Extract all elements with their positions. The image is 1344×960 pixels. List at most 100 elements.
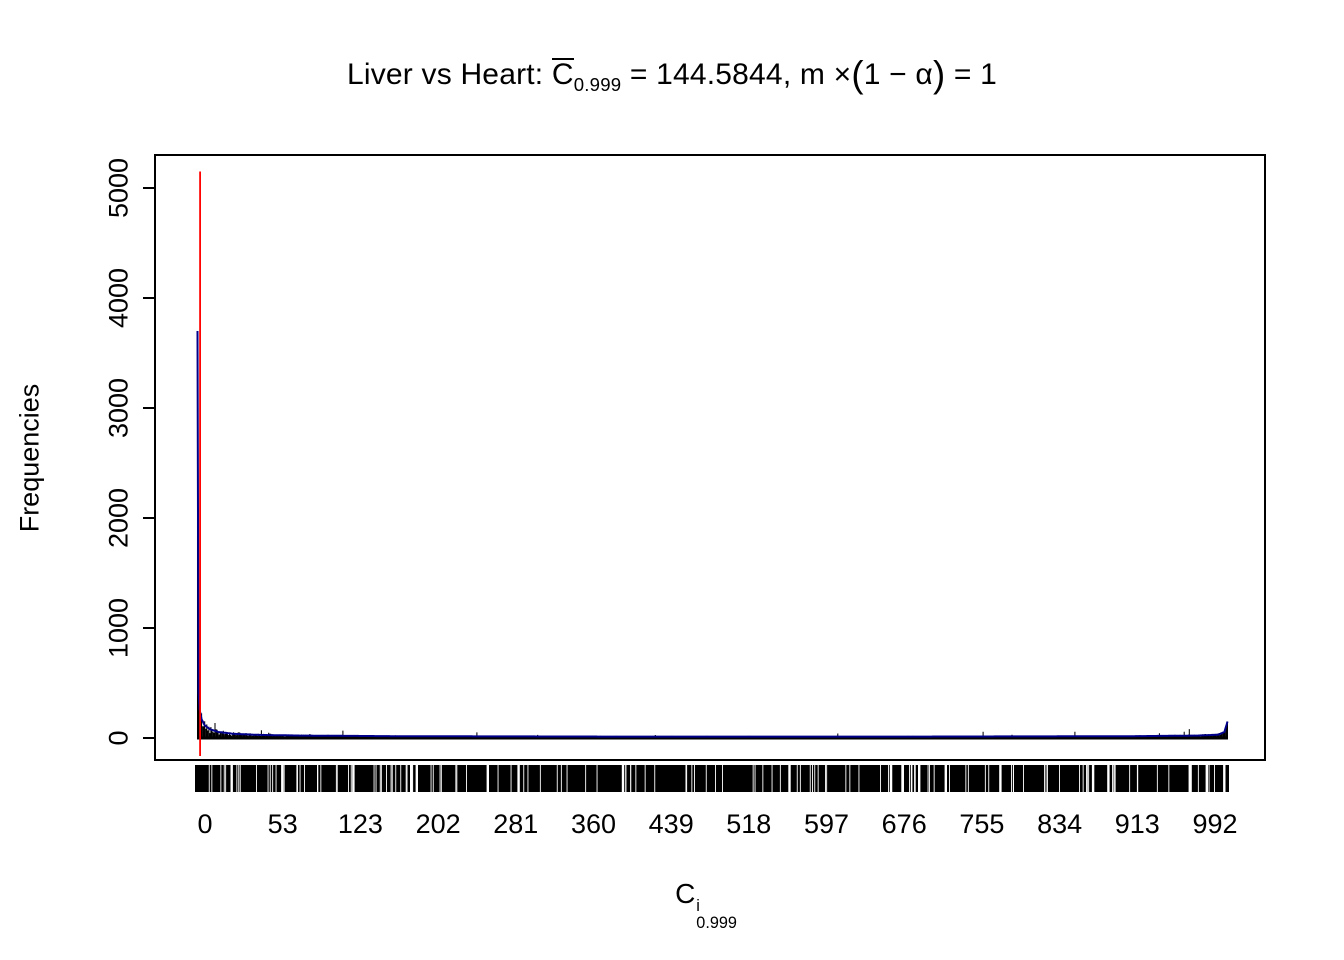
rug-gap: [238, 765, 240, 792]
rug-gap: [1137, 765, 1139, 792]
rug-gap: [1156, 765, 1158, 792]
rug-gap: [585, 765, 587, 792]
rug-gap: [317, 765, 318, 792]
rug-gap: [796, 765, 798, 792]
histogram-bars: [196, 331, 1229, 738]
rug-gap: [1223, 765, 1226, 792]
x-tick-label: 360: [571, 809, 616, 839]
rug-gap: [630, 765, 632, 792]
rug-gap: [517, 765, 520, 792]
rug-gap: [456, 765, 458, 792]
rug-gap: [722, 765, 723, 792]
rug-gap: [654, 765, 656, 792]
y-tick-label: 1000: [103, 598, 133, 658]
rug-gap: [432, 765, 434, 792]
rug-gap: [910, 765, 912, 792]
rug-gap: [510, 765, 512, 792]
rug-gap: [686, 765, 688, 792]
rug-gap: [888, 765, 889, 792]
rug-gap: [223, 765, 225, 792]
rug-gap: [380, 765, 382, 792]
rug-gap: [901, 765, 904, 792]
rug-gap: [256, 765, 257, 792]
rug-gap: [705, 765, 707, 792]
rug-band: [195, 765, 1229, 792]
rug-gap: [999, 765, 1002, 792]
x-tick-label: 0: [197, 809, 212, 839]
rug-gap: [208, 765, 210, 792]
rug-gap: [466, 765, 467, 792]
y-tick-label: 0: [103, 730, 133, 745]
rug-gap: [406, 765, 408, 792]
rug-gap: [281, 765, 284, 792]
rug-gap: [752, 765, 754, 792]
rug-gap: [560, 765, 562, 792]
rug-gap: [486, 765, 489, 792]
rug-gap: [225, 765, 227, 792]
rug-gap: [1045, 765, 1047, 792]
rug-gap: [825, 765, 826, 792]
rug-gap: [415, 765, 418, 792]
rug-gap: [335, 765, 337, 792]
rug-gap: [914, 765, 916, 792]
rug-gap: [348, 765, 349, 792]
x-tick-label: 518: [726, 809, 771, 839]
rug-gap: [918, 765, 921, 792]
rug-gap: [988, 765, 990, 792]
rug-gap: [715, 765, 716, 792]
x-tick-label: 755: [959, 809, 1004, 839]
rug-gap: [352, 765, 355, 792]
y-tick-label: 5000: [103, 158, 133, 218]
rug-gap: [1012, 765, 1014, 792]
rug-gap: [275, 765, 277, 792]
rug-gap: [539, 765, 541, 792]
rug-gap: [1189, 765, 1192, 792]
rug-gap: [799, 765, 801, 792]
rug-gap: [625, 765, 627, 792]
rug-gap: [272, 765, 274, 792]
x-tick-label: 834: [1037, 809, 1082, 839]
rug-gap: [1011, 765, 1012, 792]
rug-gap: [497, 765, 499, 792]
rug-gap: [1197, 765, 1199, 792]
x-title-superscript: i: [696, 897, 700, 916]
rug-gap: [933, 765, 935, 792]
rug-gap: [849, 765, 851, 792]
rug-gap: [1088, 765, 1090, 792]
rug-gap: [395, 765, 397, 792]
rug-gap: [779, 765, 781, 792]
rug-gap: [350, 765, 352, 792]
cbar-subscript: 0.999: [573, 74, 622, 96]
x-tick-label: 123: [338, 809, 383, 839]
rug-gap: [754, 765, 756, 792]
x-title-script-stack: i 0.999: [696, 898, 737, 932]
rug-gap: [283, 765, 285, 792]
rug-gap: [967, 765, 969, 792]
rug-gap: [691, 765, 693, 792]
rug-gap: [826, 765, 828, 792]
rug-gap: [1205, 765, 1208, 792]
rug-gap: [379, 765, 381, 792]
rug-gap: [965, 765, 967, 792]
rug-gap: [269, 765, 271, 792]
rug-gap: [845, 765, 847, 792]
x-tick-label: 992: [1192, 809, 1237, 839]
x-title-base: C: [675, 878, 696, 909]
title-part4: = 1: [945, 58, 998, 92]
rug-gap: [455, 765, 457, 792]
rug-gap: [320, 765, 322, 792]
rug-gap: [375, 765, 377, 792]
rug-gap: [1113, 765, 1115, 792]
rug-gap: [635, 765, 637, 792]
rug-gap: [911, 765, 913, 792]
rug-gap: [211, 765, 213, 792]
rug-gap: [410, 765, 413, 792]
rug-gap: [373, 765, 375, 792]
rug-gap: [440, 765, 442, 792]
title-left-paren: (: [851, 54, 864, 95]
x-tick-label: 53: [268, 809, 298, 839]
rug-gap: [1047, 765, 1048, 792]
